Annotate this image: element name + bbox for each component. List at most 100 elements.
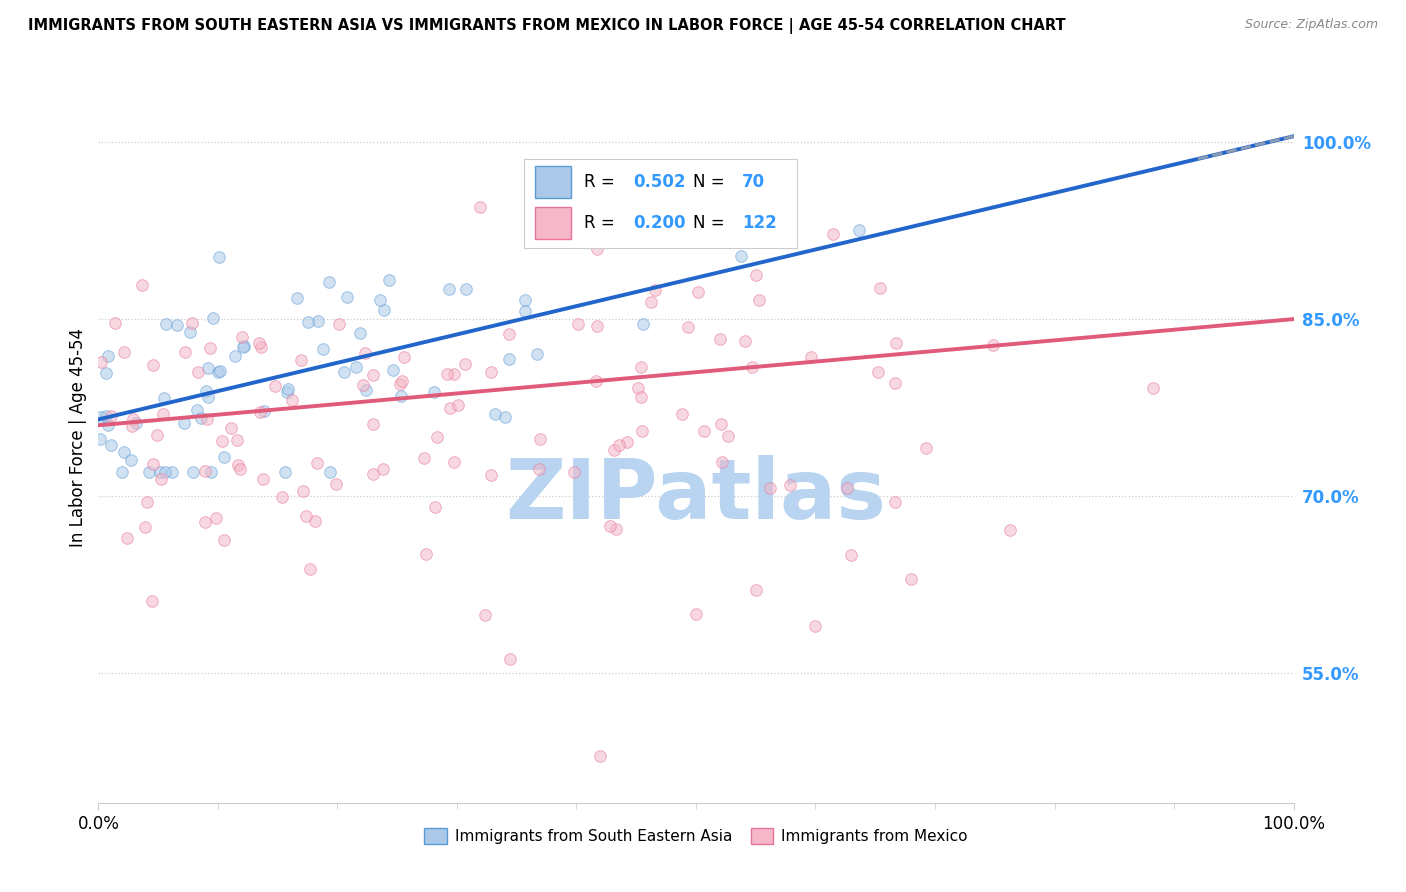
Point [336, 290, 359, 304]
Point [181, 466, 204, 480]
Point [187, 365, 209, 379]
Point [443, 455, 465, 469]
Point [484, 407, 506, 421]
Point [100, 409, 122, 424]
Point [141, 594, 163, 608]
Point [745, 583, 768, 598]
Point [382, 363, 405, 377]
Point [152, 407, 174, 421]
Point [494, 409, 516, 424]
Point [228, 462, 250, 476]
Point [121, 418, 143, 433]
Point [121, 412, 143, 426]
Point [498, 327, 520, 342]
Point [149, 466, 172, 480]
Point [883, 376, 905, 391]
Point [112, 345, 135, 359]
Point [352, 377, 374, 392]
Point [90, 355, 112, 369]
Point [572, 233, 595, 247]
Text: IMMIGRANTS FROM SOUTH EASTERN ASIA VS IMMIGRANTS FROM MEXICO IN LABOR FORCE | AG: IMMIGRANTS FROM SOUTH EASTERN ASIA VS IM… [28, 18, 1066, 34]
Point [354, 346, 377, 360]
Point [325, 477, 347, 491]
Point [208, 364, 231, 378]
Point [373, 303, 395, 318]
Point [100, 438, 122, 452]
Point [474, 608, 496, 623]
Point [371, 462, 394, 476]
FancyBboxPatch shape [536, 207, 571, 239]
Point [745, 268, 768, 283]
Point [190, 410, 212, 425]
Point [226, 433, 249, 447]
Text: 0.200: 0.200 [633, 214, 686, 232]
Point [468, 200, 491, 214]
Point [603, 443, 626, 458]
Point [201, 311, 224, 326]
Point [605, 522, 627, 536]
Point [426, 430, 449, 444]
Point [354, 383, 377, 397]
Point [779, 478, 801, 492]
Point [94, 366, 117, 380]
Point [688, 285, 710, 299]
Point [730, 249, 752, 263]
Point [439, 282, 461, 296]
Point [391, 375, 413, 389]
Point [631, 317, 654, 331]
Point [153, 466, 176, 480]
Point [671, 407, 693, 421]
Point [391, 389, 413, 403]
FancyBboxPatch shape [536, 166, 571, 198]
Point [318, 275, 340, 289]
Point [693, 424, 716, 438]
Point [198, 341, 221, 355]
Point [423, 500, 446, 514]
Point [710, 454, 733, 468]
Point [607, 437, 630, 451]
Point [155, 317, 177, 331]
Point [305, 456, 328, 470]
Point [439, 401, 461, 415]
Point [564, 186, 586, 201]
Point [247, 335, 270, 350]
Point [526, 346, 548, 360]
Point [915, 441, 938, 455]
Point [585, 374, 607, 388]
Point [277, 382, 299, 396]
Text: R =: R = [585, 173, 614, 191]
Point [378, 273, 401, 287]
Point [392, 350, 415, 364]
Point [252, 404, 274, 418]
Point [152, 391, 174, 405]
Point [328, 317, 350, 331]
Point [717, 429, 740, 443]
Point [627, 381, 650, 395]
Point [443, 367, 465, 381]
Point [709, 332, 731, 346]
Point [281, 392, 304, 407]
Point [676, 320, 699, 334]
Point [174, 345, 197, 359]
Point [499, 652, 522, 666]
Point [146, 427, 169, 442]
Point [734, 334, 756, 348]
Point [212, 450, 235, 464]
Point [138, 466, 160, 480]
Point [180, 316, 202, 330]
Point [104, 316, 127, 330]
Point [823, 227, 845, 241]
Point [454, 357, 477, 371]
Point [111, 466, 134, 480]
Point [212, 533, 235, 547]
Point [115, 532, 138, 546]
Point [368, 293, 391, 307]
Point [207, 365, 229, 379]
Point [304, 514, 326, 528]
Point [142, 358, 165, 372]
Point [848, 222, 870, 236]
Point [250, 340, 273, 354]
Point [307, 314, 329, 328]
Point [197, 360, 219, 375]
Point [529, 432, 551, 446]
